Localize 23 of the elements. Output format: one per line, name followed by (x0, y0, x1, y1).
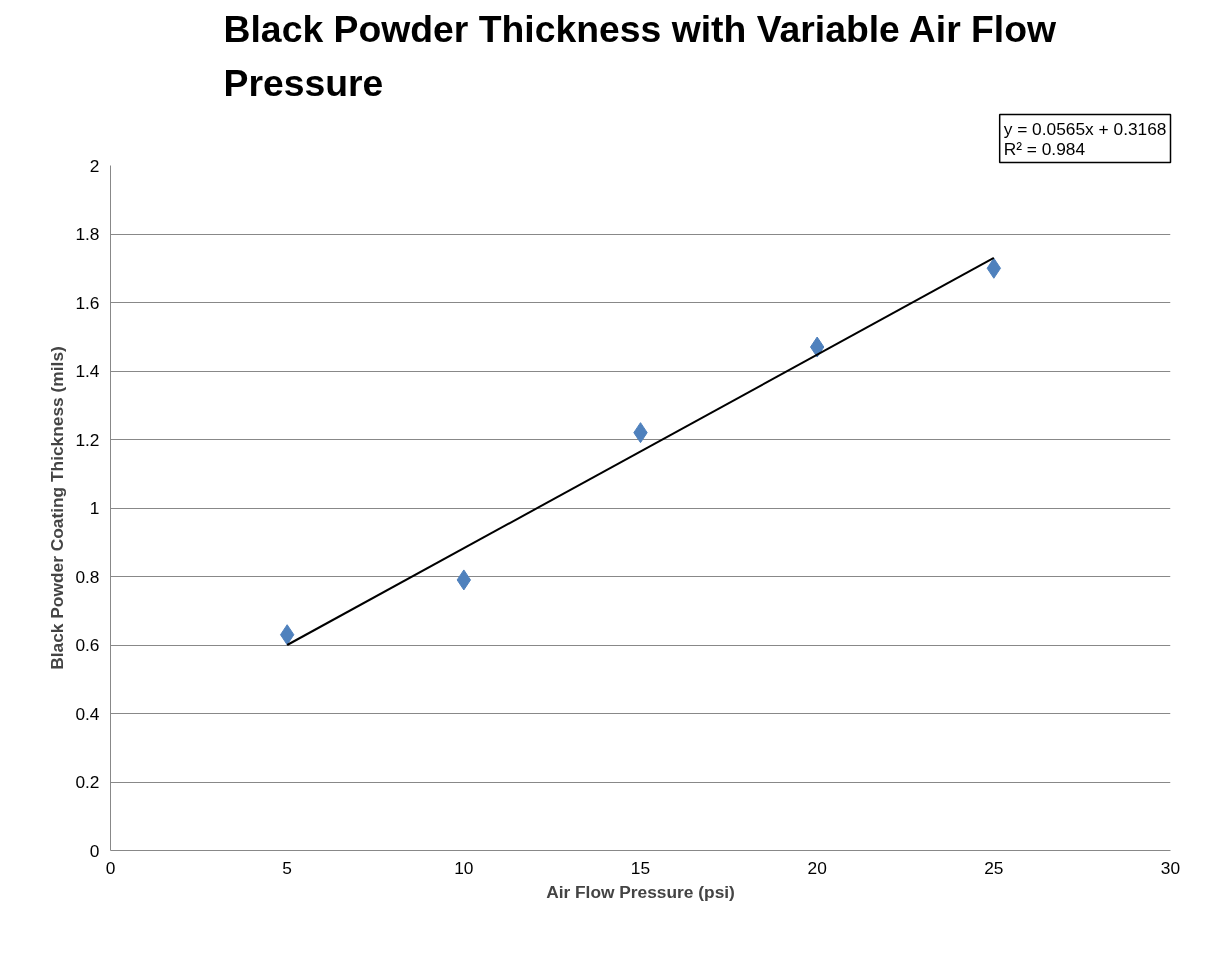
y-tick-label: 0.2 (75, 772, 100, 792)
y-tick-label: 1.8 (75, 224, 100, 244)
y-axis-title: Black Powder Coating Thickness (mils) (47, 346, 68, 670)
text: R² = 0.984 (1003, 138, 1086, 159)
x-tick-label: 10 (454, 857, 474, 878)
y-tick-label: 0 (89, 840, 100, 861)
x-tick-label: 5 (282, 857, 292, 878)
chart-title: Black Powder Thickness with Variable Air Flow Pressure (223, 7, 1058, 105)
x-tick-label: 0 (105, 857, 116, 878)
x-tick-label: 15 (630, 857, 651, 878)
y-tick-label: 0.8 (75, 566, 100, 587)
y-tick-label: 1 (89, 498, 100, 518)
y-tick-label: 1.2 (75, 429, 100, 450)
y-tick-label: 0.4 (75, 703, 100, 724)
x-tick-label: 25 (984, 857, 1004, 878)
y-tick-label: 1.6 (75, 292, 100, 313)
y-tick-label: 1.4 (75, 361, 100, 381)
x-tick-label: 20 (807, 857, 827, 878)
x-tick-label: 30 (1160, 857, 1181, 878)
y-tick-label: 2 (89, 155, 100, 176)
text: y = 0.0565x + 0.3168 (1003, 118, 1167, 139)
y-tick-label: 0.6 (75, 635, 100, 655)
x-axis-title: Air Flow Pressure (psi) (546, 881, 735, 902)
